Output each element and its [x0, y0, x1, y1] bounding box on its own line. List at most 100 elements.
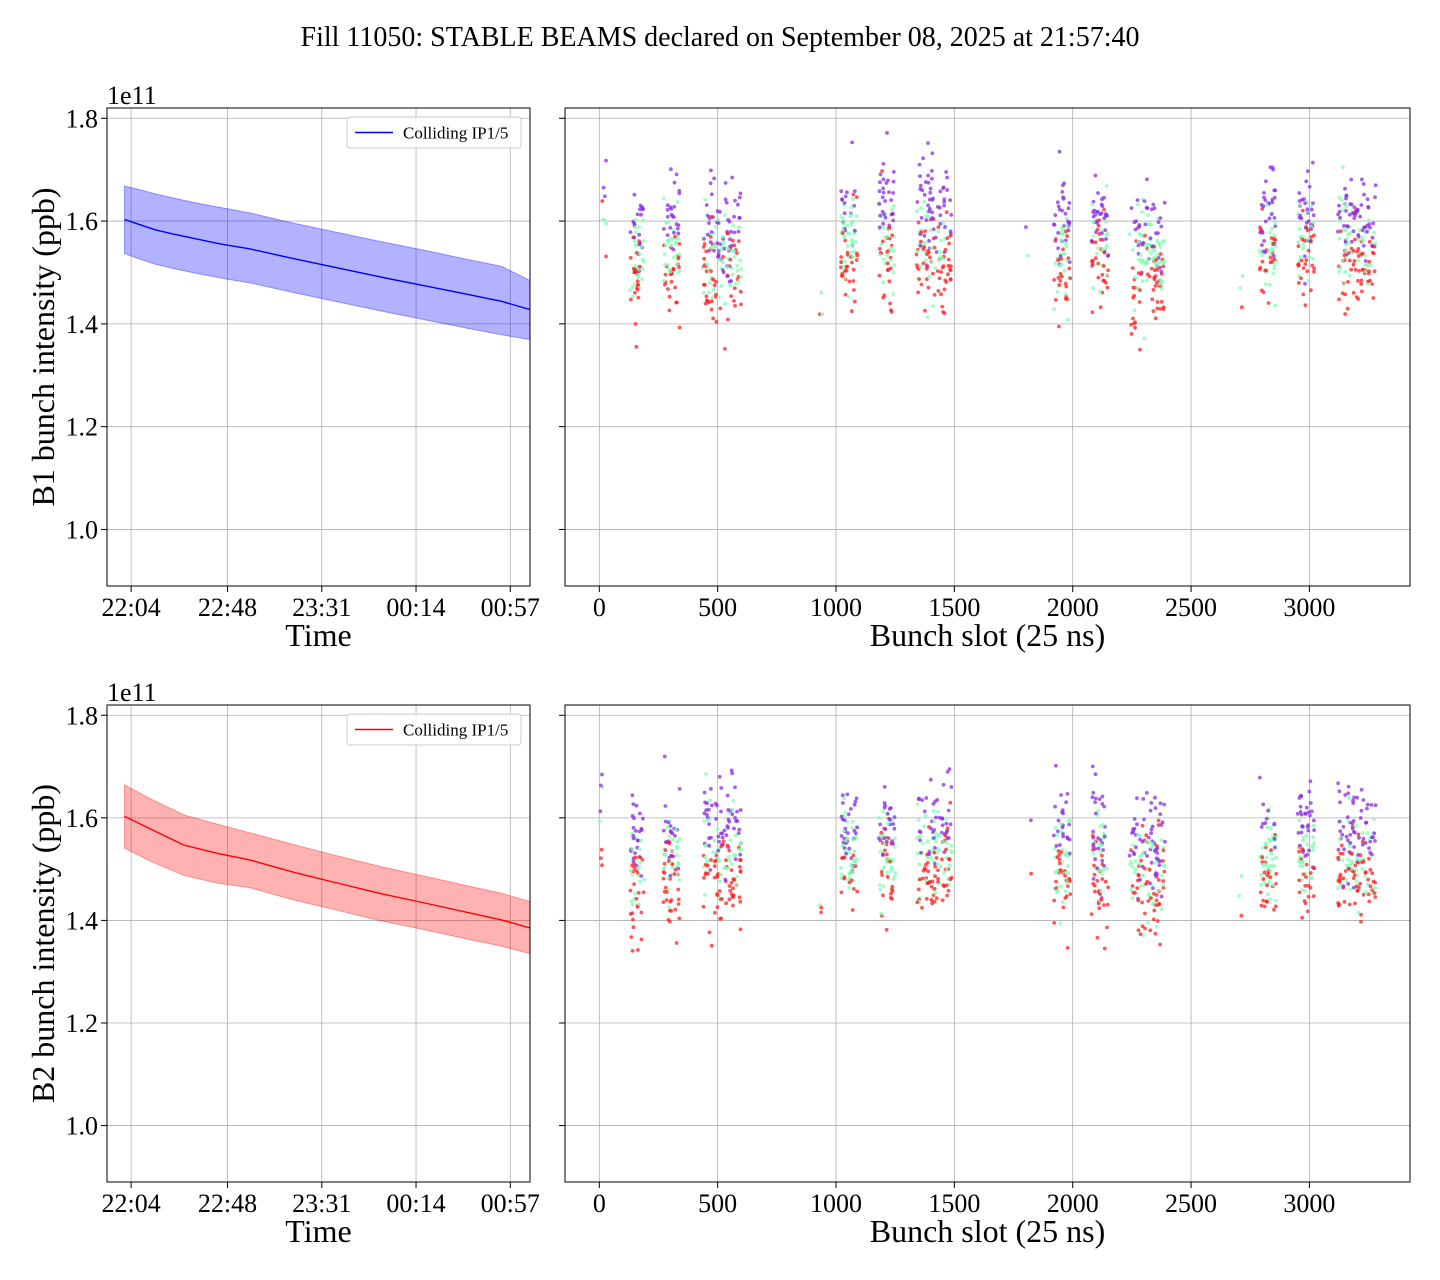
- bunch-point: [1161, 859, 1165, 863]
- x-tick-label: 1500: [928, 593, 980, 622]
- bunch-point: [1359, 278, 1364, 283]
- bunch-point: [1161, 885, 1166, 890]
- bunch-point: [1273, 224, 1278, 229]
- bunch-point: [1052, 223, 1057, 227]
- bunch-point: [1150, 902, 1155, 907]
- bunch-point: [1274, 904, 1278, 909]
- bunch-point: [1303, 812, 1308, 816]
- bunch-point: [1269, 851, 1274, 856]
- bunch-point: [633, 829, 638, 833]
- bunch-point: [1296, 240, 1301, 245]
- bunch-point: [735, 268, 740, 273]
- bunch-point: [1142, 199, 1147, 204]
- bunch-point: [915, 209, 919, 214]
- bunch-point: [946, 808, 951, 813]
- bunch-point: [733, 303, 737, 308]
- bunch-point: [1360, 839, 1365, 844]
- bunch-point: [1308, 871, 1313, 875]
- bunch-point: [1365, 230, 1369, 234]
- bunch-point: [704, 772, 708, 776]
- bunch-point: [632, 282, 637, 287]
- bunch-point: [926, 203, 930, 208]
- bunch-point: [1057, 149, 1062, 154]
- bunch-point: [604, 158, 608, 163]
- bunch-point: [926, 856, 930, 860]
- bunch-point: [1306, 236, 1311, 241]
- bunch-point: [1298, 860, 1302, 864]
- bunch-point: [1062, 181, 1066, 186]
- bunch-point: [641, 890, 646, 895]
- bunch-point: [674, 941, 679, 945]
- bunch-point: [1063, 292, 1068, 296]
- bunch-point: [1270, 226, 1274, 231]
- bunch-point: [1260, 253, 1265, 258]
- bunch-point: [847, 876, 852, 880]
- bunch-point: [1132, 308, 1137, 313]
- bunch-point: [720, 835, 725, 840]
- bunch-point: [1162, 802, 1166, 807]
- bunch-point: [916, 290, 920, 295]
- bunch-point: [1149, 827, 1154, 832]
- bunch-point: [936, 225, 941, 230]
- bunch-point: [1097, 797, 1102, 801]
- bunch-point: [840, 274, 845, 278]
- bunch-point: [666, 839, 671, 844]
- bunch-point: [1272, 266, 1277, 271]
- bunch-point: [641, 267, 645, 271]
- bunch-point: [1302, 238, 1307, 243]
- bunch-point: [1272, 216, 1277, 220]
- bunch-point: [675, 200, 680, 204]
- bunch-point: [631, 266, 636, 271]
- bunch-point: [948, 268, 953, 273]
- bunch-point: [713, 801, 718, 806]
- bunch-point: [1091, 286, 1096, 290]
- bunch-point: [1363, 890, 1368, 894]
- bunch-point: [636, 902, 641, 907]
- bunch-point: [1308, 813, 1312, 818]
- bunch-point: [629, 297, 633, 302]
- y-tick-label: 1.6: [66, 804, 99, 833]
- bunch-point: [711, 287, 716, 292]
- bunch-point: [1137, 232, 1142, 236]
- bunch-point: [708, 240, 713, 245]
- bunch-point: [1299, 216, 1304, 221]
- bunch-point: [1067, 877, 1072, 882]
- bunch-point: [1272, 237, 1276, 241]
- bunch-point: [727, 884, 732, 888]
- bunch-point: [878, 253, 883, 257]
- bunch-point: [1067, 220, 1072, 225]
- bunch-point: [731, 249, 736, 254]
- bunch-point: [1297, 199, 1302, 203]
- bunch-point: [914, 252, 919, 257]
- bunch-point: [1098, 212, 1102, 217]
- bunch-point: [850, 140, 854, 145]
- bunch-point: [1058, 884, 1063, 889]
- bunch-point: [1351, 876, 1356, 881]
- bunch-point: [1162, 864, 1167, 868]
- bunch-point: [1093, 173, 1098, 178]
- bunch-point: [843, 269, 847, 273]
- bunch-point: [1098, 237, 1103, 242]
- bunch-point: [1090, 764, 1095, 769]
- bunch-point: [1301, 242, 1306, 247]
- x-tick-label: 0: [593, 593, 606, 622]
- bunch-point: [1096, 246, 1101, 251]
- bunch-point: [1265, 203, 1269, 207]
- bunch-point: [1356, 279, 1360, 283]
- bunch-point: [707, 843, 712, 848]
- bunch-point: [662, 871, 667, 875]
- bunch-point: [677, 325, 682, 330]
- bunch-point: [1339, 843, 1344, 848]
- bunch-point: [718, 242, 722, 246]
- bunch-point: [702, 242, 707, 246]
- bunch-point: [891, 218, 896, 223]
- bunch-point: [719, 844, 724, 849]
- bunch-point: [934, 250, 939, 255]
- bunch-point: [923, 863, 928, 867]
- bunch-point: [1129, 848, 1133, 853]
- bunch-point: [1347, 258, 1352, 263]
- bunch-point: [1059, 821, 1063, 826]
- bunch-point: [880, 169, 884, 173]
- bunch-point: [738, 858, 743, 863]
